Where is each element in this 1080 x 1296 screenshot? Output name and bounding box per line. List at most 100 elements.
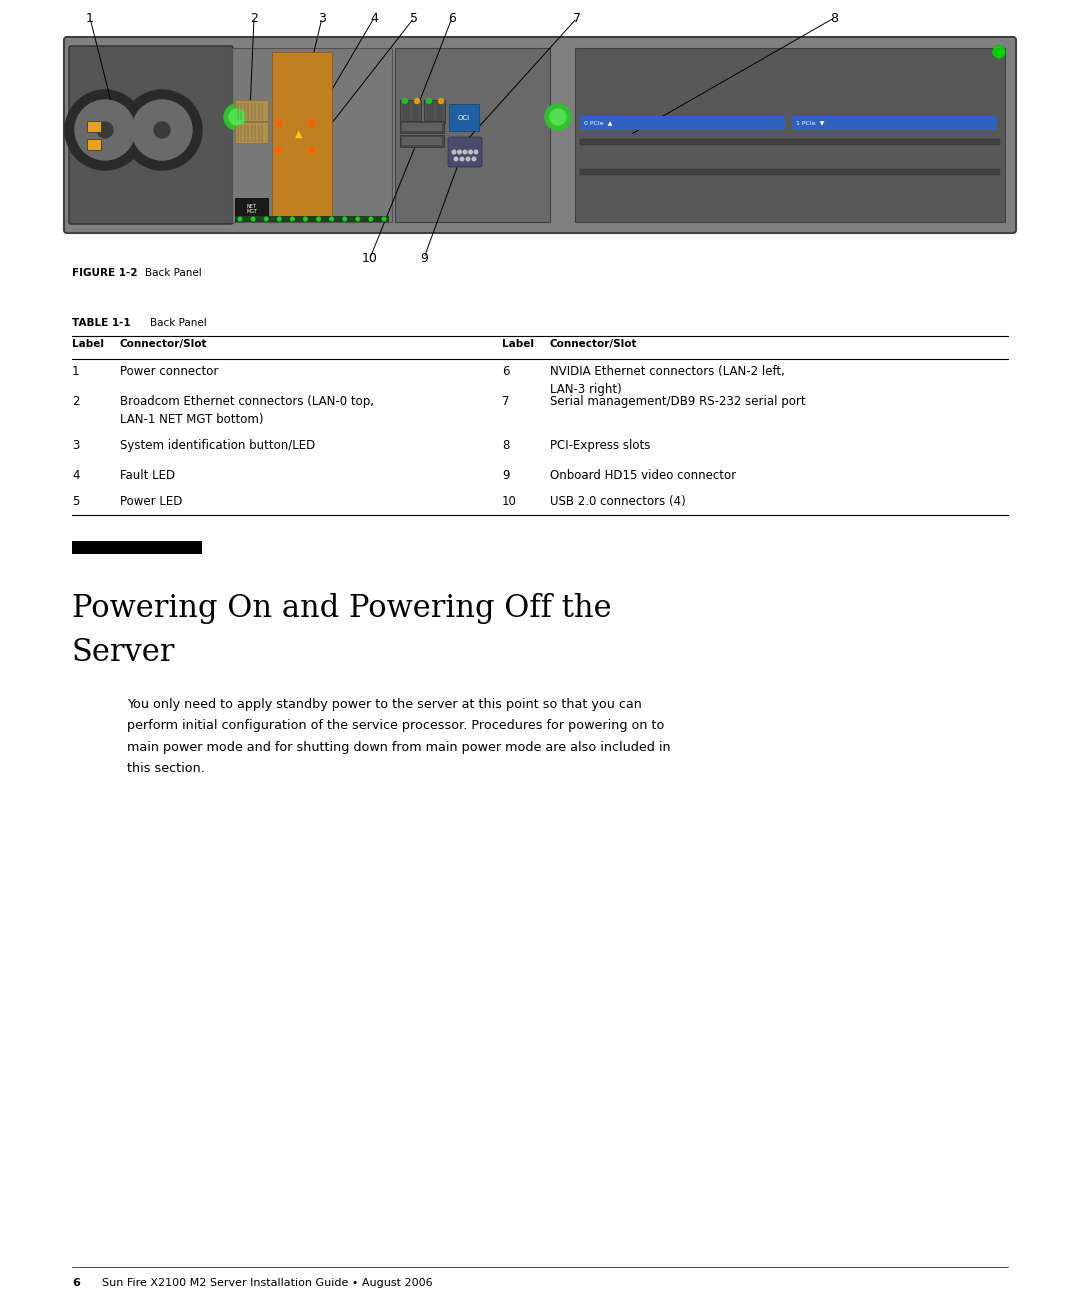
- Circle shape: [438, 98, 444, 104]
- Text: 4: 4: [370, 12, 378, 25]
- Text: You only need to apply standby power to the server at this point so that you can: You only need to apply standby power to …: [127, 699, 642, 712]
- Text: 10: 10: [502, 495, 517, 508]
- Text: OCI: OCI: [458, 114, 470, 121]
- FancyBboxPatch shape: [400, 135, 444, 146]
- Text: 9: 9: [502, 469, 510, 482]
- FancyBboxPatch shape: [235, 198, 268, 220]
- Circle shape: [427, 98, 432, 104]
- Text: 9: 9: [420, 251, 428, 264]
- Circle shape: [252, 218, 255, 220]
- FancyBboxPatch shape: [235, 216, 389, 222]
- Text: 6: 6: [72, 1278, 80, 1288]
- Text: Connector/Slot: Connector/Slot: [550, 340, 637, 349]
- FancyBboxPatch shape: [232, 48, 392, 222]
- Circle shape: [224, 104, 249, 130]
- Circle shape: [469, 150, 472, 154]
- FancyBboxPatch shape: [580, 117, 785, 130]
- Text: 7: 7: [502, 395, 510, 408]
- Circle shape: [356, 218, 360, 220]
- Text: 2: 2: [251, 12, 258, 25]
- Text: NET
MGT: NET MGT: [246, 203, 257, 214]
- FancyBboxPatch shape: [580, 168, 1000, 175]
- FancyBboxPatch shape: [400, 100, 421, 123]
- Text: 1: 1: [72, 365, 80, 378]
- Text: Label: Label: [502, 340, 534, 349]
- Circle shape: [309, 148, 314, 153]
- Text: LAN-3 right): LAN-3 right): [550, 382, 622, 395]
- Text: 6: 6: [502, 365, 510, 378]
- Text: Back Panel: Back Panel: [150, 318, 206, 328]
- FancyBboxPatch shape: [792, 117, 997, 130]
- Text: Power connector: Power connector: [120, 365, 218, 378]
- Circle shape: [403, 98, 407, 104]
- Circle shape: [75, 100, 135, 159]
- Circle shape: [276, 121, 282, 126]
- FancyBboxPatch shape: [87, 139, 102, 149]
- Circle shape: [276, 148, 282, 153]
- Circle shape: [467, 157, 470, 161]
- Circle shape: [472, 157, 476, 161]
- Text: 4: 4: [72, 469, 80, 482]
- FancyBboxPatch shape: [449, 104, 480, 131]
- FancyBboxPatch shape: [402, 123, 442, 131]
- FancyBboxPatch shape: [575, 48, 1005, 222]
- Text: Sun Fire X2100 M2 Server Installation Guide • August 2006: Sun Fire X2100 M2 Server Installation Gu…: [102, 1278, 433, 1288]
- Circle shape: [132, 100, 192, 159]
- Text: 2: 2: [72, 395, 80, 408]
- Text: System identification button/LED: System identification button/LED: [120, 439, 315, 452]
- Text: Connector/Slot: Connector/Slot: [120, 340, 207, 349]
- Text: 5: 5: [72, 495, 79, 508]
- Text: TABLE 1-1: TABLE 1-1: [72, 318, 131, 328]
- Circle shape: [455, 157, 458, 161]
- Circle shape: [460, 157, 463, 161]
- Text: main power mode and for shutting down from main power mode are also included in: main power mode and for shutting down fr…: [127, 741, 671, 754]
- Text: Fault LED: Fault LED: [120, 469, 175, 482]
- Text: Back Panel: Back Panel: [145, 268, 202, 279]
- Circle shape: [550, 109, 566, 124]
- Text: Broadcom Ethernet connectors (LAN-0 top,: Broadcom Ethernet connectors (LAN-0 top,: [120, 395, 374, 408]
- Text: Powering On and Powering Off the: Powering On and Powering Off the: [72, 594, 611, 623]
- FancyBboxPatch shape: [448, 137, 482, 167]
- Text: 3: 3: [72, 439, 79, 452]
- Circle shape: [458, 150, 461, 154]
- Circle shape: [463, 150, 467, 154]
- Text: this section.: this section.: [127, 762, 205, 775]
- Circle shape: [303, 218, 307, 220]
- FancyBboxPatch shape: [235, 122, 268, 143]
- FancyBboxPatch shape: [424, 100, 445, 123]
- Text: Power LED: Power LED: [120, 495, 183, 508]
- Text: perform initial configuration of the service processor. Procedures for powering : perform initial configuration of the ser…: [127, 719, 664, 732]
- Text: PCI-Express slots: PCI-Express slots: [550, 439, 650, 452]
- FancyBboxPatch shape: [580, 139, 1000, 145]
- Text: ▲: ▲: [295, 130, 302, 139]
- Text: NVIDIA Ethernet connectors (LAN-2 left,: NVIDIA Ethernet connectors (LAN-2 left,: [550, 365, 785, 378]
- Circle shape: [97, 122, 113, 137]
- Text: 1 PCIe  ▼: 1 PCIe ▼: [796, 121, 824, 126]
- Text: 7: 7: [573, 12, 581, 25]
- FancyBboxPatch shape: [69, 45, 233, 224]
- Text: 10: 10: [362, 251, 378, 264]
- Circle shape: [239, 218, 242, 220]
- Text: Serial management/DB9 RS-232 serial port: Serial management/DB9 RS-232 serial port: [550, 395, 806, 408]
- Circle shape: [474, 150, 477, 154]
- Text: 5: 5: [410, 12, 418, 25]
- Circle shape: [453, 150, 456, 154]
- Circle shape: [154, 122, 170, 137]
- Text: 6: 6: [448, 12, 456, 25]
- Text: 3: 3: [319, 12, 326, 25]
- Circle shape: [343, 218, 347, 220]
- FancyBboxPatch shape: [64, 38, 1016, 233]
- Text: Label: Label: [72, 340, 104, 349]
- Circle shape: [316, 218, 321, 220]
- FancyBboxPatch shape: [395, 48, 550, 222]
- Text: 8: 8: [502, 439, 510, 452]
- Text: LAN-1 NET MGT bottom): LAN-1 NET MGT bottom): [120, 412, 264, 425]
- FancyBboxPatch shape: [87, 121, 102, 131]
- Circle shape: [545, 104, 571, 130]
- Circle shape: [415, 98, 419, 104]
- Circle shape: [369, 218, 373, 220]
- Circle shape: [382, 218, 386, 220]
- FancyBboxPatch shape: [400, 121, 444, 132]
- Circle shape: [278, 218, 281, 220]
- Text: 1: 1: [86, 12, 94, 25]
